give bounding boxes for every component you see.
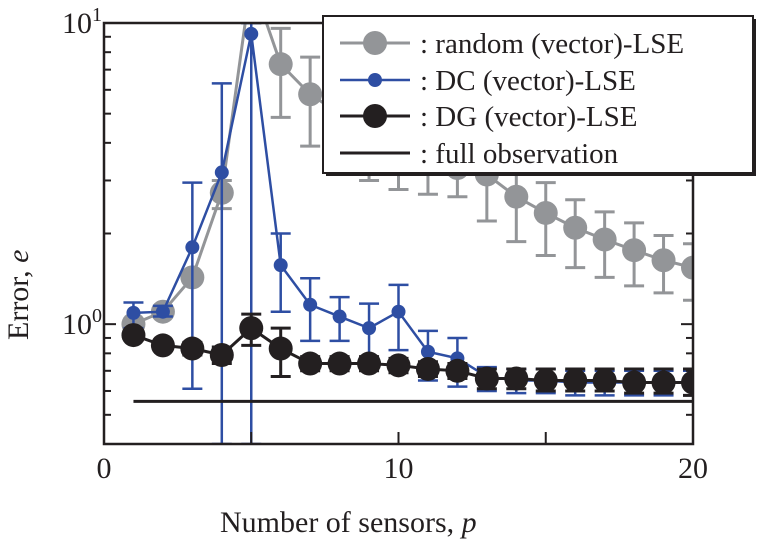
data-point <box>563 368 588 393</box>
x-axis-label: Number of sensors, p <box>220 506 477 539</box>
y-tick-label: 100 <box>62 305 102 341</box>
data-point <box>563 215 588 240</box>
data-point <box>681 370 693 395</box>
series-dc <box>123 23 693 444</box>
data-point <box>592 368 617 393</box>
data-point <box>121 323 146 348</box>
data-point <box>681 255 693 280</box>
data-point <box>357 351 382 376</box>
y-axis-label: Error, e <box>2 250 35 340</box>
data-point <box>273 258 288 273</box>
data-point <box>298 351 323 376</box>
data-point <box>180 336 205 361</box>
data-point <box>362 321 377 336</box>
data-point <box>150 333 175 358</box>
legend-marker <box>368 73 382 87</box>
legend-label: : DG (vector)-LSE <box>420 101 637 133</box>
data-point <box>474 366 499 391</box>
x-tick-label: 0 <box>97 452 112 485</box>
data-point <box>244 26 259 41</box>
legend: : random (vector)-LSE : DC (vector)-LSE : … <box>322 15 756 176</box>
legend-label: : random (vector)-LSE <box>420 28 684 60</box>
data-point <box>155 304 170 319</box>
series-dg <box>121 312 693 397</box>
data-point <box>622 370 647 395</box>
data-point <box>239 316 264 341</box>
data-point <box>415 356 440 381</box>
data-point <box>592 227 617 252</box>
data-point <box>533 200 558 225</box>
data-point <box>303 297 318 312</box>
legend-label: : full observation <box>420 138 619 170</box>
x-tick-label: 20 <box>678 452 708 485</box>
data-point <box>214 165 229 180</box>
legend-marker <box>363 31 387 55</box>
data-point <box>504 184 529 209</box>
data-point <box>332 309 347 324</box>
data-point <box>504 366 529 391</box>
x-tick-label: 10 <box>384 452 414 485</box>
data-point <box>445 358 470 383</box>
legend-marker <box>363 104 387 128</box>
y-tick-label: 101 <box>62 4 102 40</box>
data-point <box>622 238 647 263</box>
data-point <box>651 370 676 395</box>
data-point <box>391 304 406 319</box>
data-point <box>185 240 200 255</box>
data-point <box>298 82 323 107</box>
data-point <box>268 336 293 361</box>
legend-label: : DC (vector)-LSE <box>420 65 636 97</box>
data-point <box>209 342 234 367</box>
data-point <box>533 368 558 393</box>
data-point <box>386 353 411 378</box>
data-point <box>327 351 352 376</box>
data-point <box>268 52 293 77</box>
data-point <box>126 305 141 320</box>
data-point <box>420 344 435 359</box>
data-point <box>651 248 676 273</box>
